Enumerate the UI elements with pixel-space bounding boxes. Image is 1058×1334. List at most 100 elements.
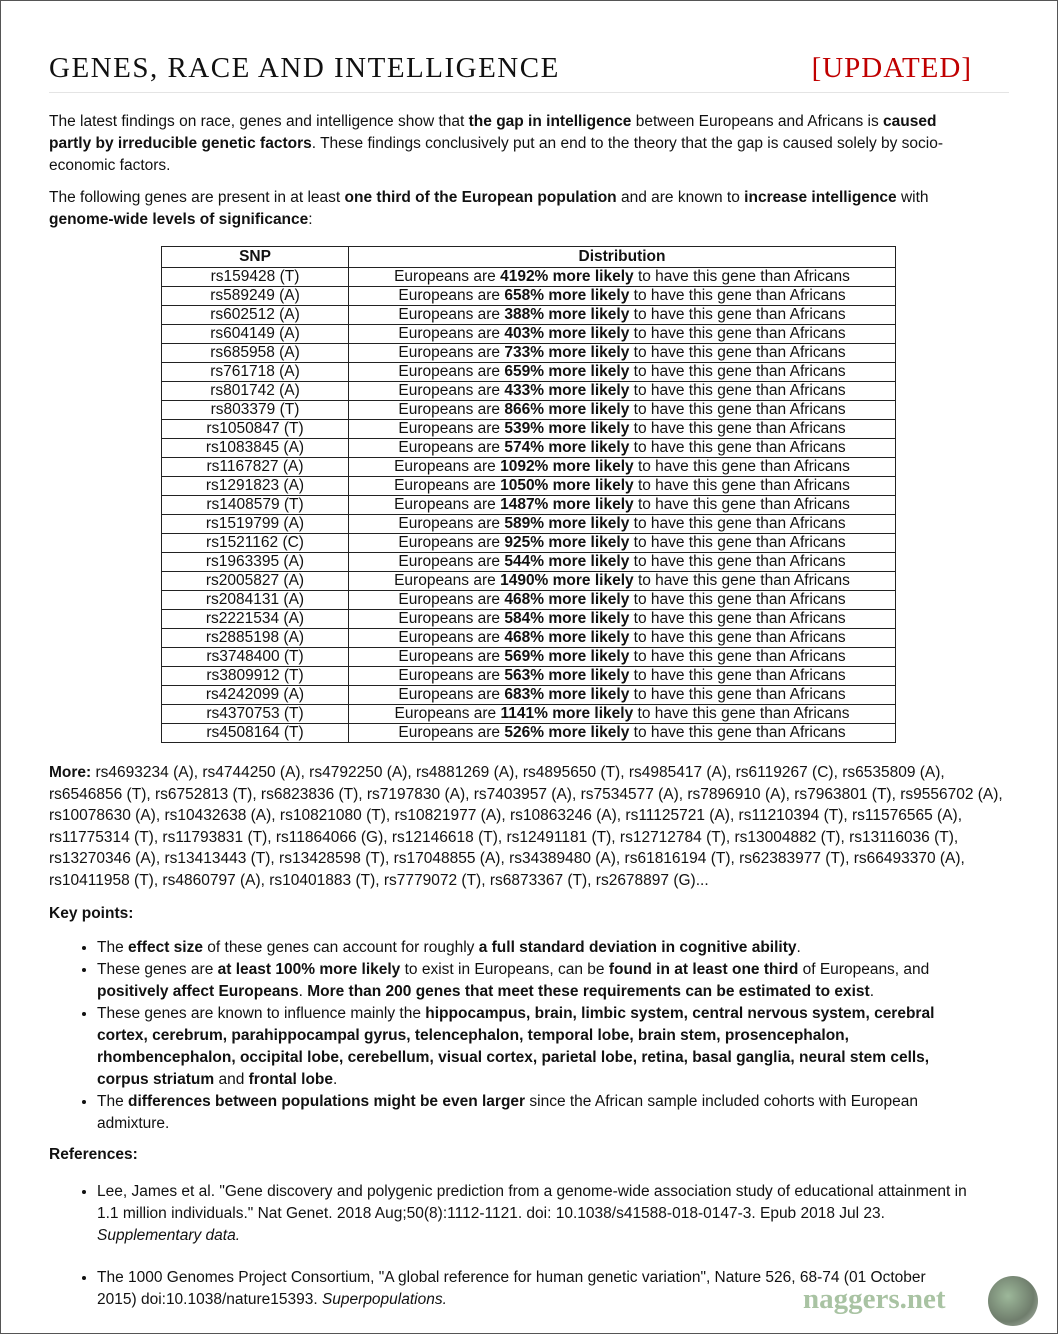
table-row: rs761718 (A) Europeans are 659% more like… (161, 362, 896, 382)
table-row: rs4370753 (T) Europeans are 1141% more li… (161, 704, 896, 724)
text-run: and are known to (616, 189, 745, 206)
percent-value: 403% (504, 325, 545, 342)
percent-value: 468% (504, 629, 545, 646)
table-row: rs685958 (A) Europeans are 733% more like… (161, 343, 896, 363)
distribution-cell: Europeans are 468% more likely to have t… (348, 590, 896, 610)
prefix: Europeans are (398, 553, 505, 570)
prefix: Europeans are (398, 724, 505, 741)
percent-value: 569% (504, 648, 545, 665)
table-row: rs1167827 (A) Europeans are 1092% more li… (161, 457, 896, 477)
suffix: to have this gene than Africans (633, 572, 850, 589)
snp-cell: rs761718 (A) (161, 362, 349, 382)
more-likely: more likely (548, 477, 634, 494)
watermark-logo-icon (988, 1276, 1038, 1326)
prefix: Europeans are (398, 306, 505, 323)
more-likely: more likely (548, 458, 634, 475)
table-row: rs2005827 (A) Europeans are 1490% more li… (161, 571, 896, 591)
pct: 468% more likely (504, 591, 629, 608)
distribution-cell: Europeans are 733% more likely to have t… (348, 343, 896, 363)
prefix: Europeans are (398, 344, 505, 361)
text-run: . (333, 1071, 338, 1088)
distribution-cell: Europeans are 526% more likely to have t… (348, 723, 896, 743)
bold-text: a full standard deviation in cognitive a… (478, 939, 797, 956)
percent-value: 4192% (500, 268, 549, 285)
pct: 866% more likely (504, 401, 629, 418)
snp-cell: rs2885198 (A) (161, 628, 349, 648)
pct: 403% more likely (504, 325, 629, 342)
more-likely: more likely (544, 344, 630, 361)
bold-text: the gap in intelligence (468, 113, 632, 130)
text-run: . (869, 983, 874, 1000)
distribution-cell: Europeans are 1490% more likely to have … (348, 571, 896, 591)
prefix: Europeans are (398, 287, 505, 304)
distribution-cell: Europeans are 388% more likely to have t… (348, 305, 896, 325)
text-run: of these genes can account for roughly (202, 939, 479, 956)
table-row: rs604149 (A) Europeans are 403% more like… (161, 324, 896, 344)
pct: 526% more likely (504, 724, 629, 741)
table-row: rs4242099 (A) Europeans are 683% more lik… (161, 685, 896, 705)
snp-cell: rs1963395 (A) (161, 552, 349, 572)
snp-cell: rs803379 (T) (161, 400, 349, 420)
pct: 658% more likely (504, 287, 629, 304)
more-likely: more likely (544, 325, 630, 342)
table-row: rs4508164 (T) Europeans are 526% more lik… (161, 723, 896, 743)
suffix: to have this gene than Africans (629, 306, 846, 323)
distribution-cell: Europeans are 1487% more likely to have … (348, 495, 896, 515)
bold-text: frontal lobe (248, 1071, 334, 1088)
snp-cell: rs4508164 (T) (161, 723, 349, 743)
table-row: rs3748400 (T) Europeans are 569% more lik… (161, 647, 896, 667)
prefix: Europeans are (398, 629, 505, 646)
percent-value: 683% (504, 686, 545, 703)
suffix: to have this gene than Africans (629, 591, 846, 608)
intro-paragraph-2: The following genes are present in at le… (49, 187, 979, 231)
table-row: rs2084131 (A) Europeans are 468% more lik… (161, 590, 896, 610)
more-likely: more likely (544, 401, 630, 418)
more-likely: more likely (547, 705, 634, 722)
more-likely: more likely (544, 363, 630, 380)
percent-value: 733% (504, 344, 545, 361)
pct: 1141% more likely (501, 705, 634, 722)
table-row: rs589249 (A) Europeans are 658% more like… (161, 286, 896, 306)
distribution-cell: Europeans are 1092% more likely to have … (348, 457, 896, 477)
suffix: to have this gene than Africans (629, 648, 846, 665)
bold-text: More than 200 genes that meet these requ… (307, 983, 870, 1000)
percent-value: 589% (504, 515, 545, 532)
distribution-cell: Europeans are 433% more likely to have t… (348, 381, 896, 401)
distribution-cell: Europeans are 866% more likely to have t… (348, 400, 896, 420)
more-likely: more likely (548, 496, 634, 513)
italic-text: Superpopulations. (321, 1291, 447, 1308)
key-points-heading: Key points: (49, 905, 134, 922)
percent-value: 574% (504, 439, 545, 456)
text-run: to exist in Europeans, can be (400, 961, 609, 978)
column-header-snp: SNP (161, 246, 349, 268)
more-likely: more likely (544, 591, 630, 608)
text-run: between Europeans and Africans is (631, 113, 884, 130)
snp-cell: rs2084131 (A) (161, 590, 349, 610)
distribution-cell: Europeans are 544% more likely to have t… (348, 552, 896, 572)
prefix: Europeans are (398, 667, 505, 684)
percent-value: 563% (504, 667, 545, 684)
column-header-distribution: Distribution (348, 246, 896, 268)
pct: 1092% more likely (500, 458, 634, 475)
table-row: rs2885198 (A) Europeans are 468% more lik… (161, 628, 896, 648)
prefix: Europeans are (398, 686, 505, 703)
prefix: Europeans are (398, 420, 505, 437)
prefix: Europeans are (394, 705, 501, 722)
snp-cell: rs1519799 (A) (161, 514, 349, 534)
text-run: since the African sample included cohort… (97, 1093, 918, 1132)
suffix: to have this gene than Africans (629, 401, 846, 418)
more-likely: more likely (544, 306, 630, 323)
title-divider (49, 92, 1009, 93)
text-run: The 1000 Genomes Project Consortium, "A … (97, 1269, 926, 1308)
suffix: to have this gene than Africans (629, 344, 846, 361)
bold-text: genome-wide levels of significance (49, 211, 309, 228)
prefix: Europeans are (398, 325, 505, 342)
snp-cell: rs1083845 (A) (161, 438, 349, 458)
bold-text: one third of the European population (344, 189, 617, 206)
text-run: Lee, James et al. "Gene discovery and po… (97, 1183, 967, 1222)
distribution-cell: Europeans are 659% more likely to have t… (348, 362, 896, 382)
more-likely: more likely (544, 439, 630, 456)
snp-cell: rs1167827 (A) (161, 457, 349, 477)
distribution-cell: Europeans are 574% more likely to have t… (348, 438, 896, 458)
snp-cell: rs801742 (A) (161, 381, 349, 401)
